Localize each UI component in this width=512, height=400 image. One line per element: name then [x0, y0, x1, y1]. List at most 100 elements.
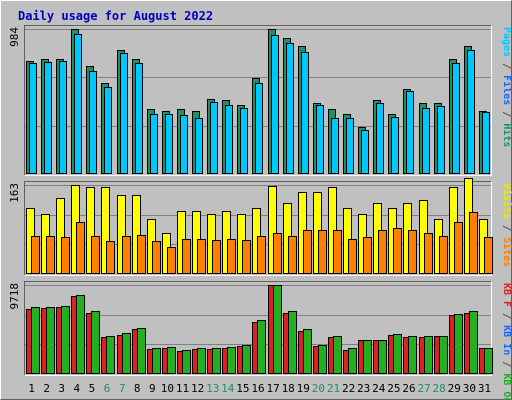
legend-entry: Pages	[501, 27, 512, 57]
bar-pages	[120, 53, 128, 174]
bar-pages	[452, 63, 460, 174]
bar-visits	[268, 186, 277, 274]
bar-sites	[363, 237, 372, 274]
legend-entry: /	[501, 57, 512, 75]
legend-entry: KB Out	[501, 373, 512, 400]
x-tick-label: 23	[357, 382, 370, 395]
x-tick-label: 24	[372, 382, 386, 395]
legend-entry: Hits	[501, 123, 512, 147]
bar-pages	[467, 50, 475, 174]
bar-pages	[331, 118, 339, 174]
bar-kb-out	[273, 285, 282, 374]
x-tick-label: 17	[266, 382, 279, 395]
bar-kb-out	[469, 311, 478, 374]
bar-visits	[117, 195, 126, 274]
bar-sites	[91, 236, 100, 274]
panel-max-label: 9718	[8, 283, 21, 310]
bar-pages	[74, 34, 82, 174]
legend-entry: Visits	[501, 183, 512, 219]
panel-legend: Visits / Sites	[501, 183, 512, 267]
x-tick-label: 21	[327, 382, 340, 395]
bar-sites	[303, 230, 312, 274]
bar-pages	[135, 63, 143, 174]
bar-pages	[391, 117, 399, 174]
x-tick-label: 16	[251, 382, 264, 395]
bar-kb-out	[91, 311, 100, 374]
panel-1: 984 Pages / Files / Hits	[8, 25, 512, 176]
bar-kb-out	[318, 345, 327, 374]
bar-kb-out	[61, 306, 70, 374]
bar-sites	[257, 236, 266, 274]
bar-kb-out	[212, 348, 221, 374]
bar-pages	[195, 118, 203, 174]
bar-sites	[318, 230, 327, 274]
bar-kb-out	[378, 340, 387, 374]
bar-sites	[152, 241, 161, 274]
bar-pages	[150, 114, 158, 174]
bar-kb-out	[106, 336, 115, 374]
bar-kb-out	[122, 333, 131, 374]
bar-sites	[469, 212, 478, 274]
panel-border-light	[24, 25, 492, 176]
x-tick-label: 4	[74, 382, 81, 395]
bar-pages	[422, 108, 430, 174]
bar-sites	[197, 239, 206, 274]
panel-max-label: 163	[8, 183, 21, 203]
bar-pages	[482, 112, 490, 174]
legend-entry: /	[501, 307, 512, 325]
legend-entry: Sites	[501, 237, 512, 267]
bar-sites	[242, 240, 251, 274]
x-tick-label: 7	[119, 382, 126, 395]
x-tick-label: 3	[58, 382, 65, 395]
bar-pages	[225, 105, 233, 174]
bar-pages	[59, 61, 67, 174]
legend-entry: KB In	[501, 325, 512, 355]
x-tick-label: 25	[387, 382, 400, 395]
x-tick-label: 8	[134, 382, 141, 395]
bar-sites	[76, 222, 85, 274]
bar-pages	[376, 103, 384, 174]
panel-3: 9718 KB F / KB In / KB Out	[8, 281, 512, 400]
bar-sites	[122, 236, 131, 274]
panel-border-light	[24, 181, 492, 276]
bar-sites	[167, 247, 176, 274]
legend-entry: KB F	[501, 283, 512, 307]
bar-sites	[106, 241, 115, 274]
bar-sites	[424, 233, 433, 274]
bar-kb-out	[288, 311, 297, 374]
panel-border-light	[24, 281, 492, 376]
bar-pages	[301, 52, 309, 174]
bar-sites	[46, 236, 55, 274]
panel-border-dark	[24, 281, 492, 376]
bar-pages	[286, 43, 294, 174]
x-axis-day-labels: 1 2 3 4 5 6 7 8 9 10 11 12 13 14 15 16 17 18 19 20 21 22 23 24 2…	[28, 382, 491, 395]
bar-pages	[255, 83, 263, 174]
bar-pages	[240, 108, 248, 174]
bar-kb-out	[408, 336, 417, 374]
legend-entry: /	[501, 105, 512, 123]
bar-pages	[406, 91, 414, 174]
x-tick-label: 18	[282, 382, 295, 395]
bar-kb-out	[348, 348, 357, 374]
bar-kb-out	[333, 336, 342, 374]
bar-kb-out	[439, 336, 448, 374]
bar-kb-out	[152, 348, 161, 374]
legend-entry: Files	[501, 75, 512, 105]
bar-sites	[288, 236, 297, 274]
bar-kb-out	[197, 348, 206, 374]
bar-kb-out	[137, 328, 146, 374]
bar-kb-out	[227, 347, 236, 374]
bar-kb-out	[363, 340, 372, 374]
legend-entry: /	[501, 219, 512, 237]
bar-pages	[437, 106, 445, 174]
x-tick-label: 30	[463, 382, 476, 395]
bar-visits	[132, 195, 141, 274]
x-tick-label: 15	[236, 382, 249, 395]
bar-pages	[361, 130, 369, 174]
bar-sites	[61, 237, 70, 274]
panel-border-dark	[24, 25, 492, 176]
bar-kb-out	[76, 295, 85, 374]
x-tick-label: 19	[297, 382, 310, 395]
